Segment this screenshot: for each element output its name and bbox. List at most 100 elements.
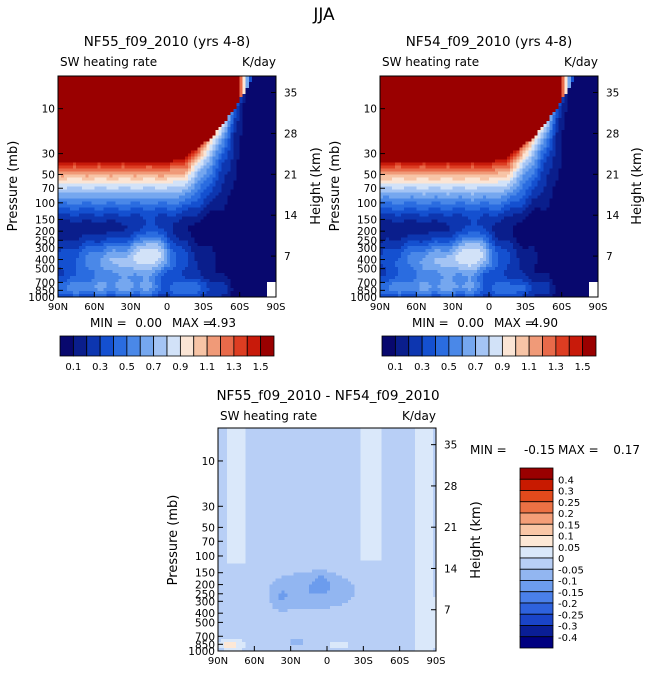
y-axis-right-title: Height (km): [469, 501, 484, 578]
colorbar-label: 0.4: [558, 475, 574, 486]
units-label: K/day: [402, 409, 436, 423]
y-axis-title: Pressure (mb): [6, 141, 21, 232]
colorbar-swatch: [519, 625, 554, 638]
colorbar-swatch: [519, 602, 554, 615]
colorbar-swatch: [126, 335, 141, 357]
y-right-tick-label: 14: [284, 210, 298, 222]
colorbar-label: 0.2: [558, 509, 574, 520]
panel-title: NF55_f09_2010 - NF54_f09_2010: [216, 388, 439, 404]
colorbar-swatch: [519, 478, 554, 491]
y-tick-label: 100: [35, 198, 55, 210]
colorbar-swatch: [475, 335, 490, 357]
colorbar-label: 0.5: [119, 362, 135, 373]
y-tick-label: 500: [195, 617, 215, 629]
y-tick-label: 300: [195, 596, 215, 608]
colorbar-label: -0.05: [558, 565, 584, 576]
colorbar-swatch: [519, 557, 554, 570]
colorbar-swatch: [519, 580, 554, 593]
colorbar-swatch: [394, 335, 410, 357]
colorbar-swatch: [519, 501, 554, 514]
stat-min-label: MIN =: [470, 443, 507, 457]
x-axis: 90N 60N 30N 0 30S 60S 90S: [370, 292, 608, 313]
colorbar-swatch: [193, 335, 208, 357]
colorbar-label: 0.15: [558, 520, 580, 531]
colorbar-swatch: [59, 335, 74, 357]
stat-max-value: 0.17: [613, 443, 640, 457]
colorbar-swatch: [519, 490, 554, 503]
colorbar: 0.1 0.3 0.5 0.7 0.9 1.1 1.3 1.5: [381, 335, 597, 373]
x-tick-label: 90N: [48, 302, 68, 313]
panel-difference: NF55_f09_2010 - NF54_f09_2010 SW heating…: [166, 388, 640, 667]
colorbar-swatch: [99, 335, 114, 357]
colorbar-swatch: [448, 335, 463, 357]
y-right-tick-label: 21: [284, 169, 297, 181]
y-right-tick-label: 28: [444, 481, 457, 493]
colorbar-label: 1.3: [548, 362, 564, 373]
stat-max-label: MAX =: [558, 443, 599, 457]
colorbar-swatch: [519, 591, 554, 604]
colorbar-label: 1.5: [575, 362, 591, 373]
colorbar-swatch: [519, 467, 554, 480]
stat-max-label: MAX =: [494, 316, 535, 330]
y-tick-label: 1000: [188, 646, 215, 658]
y-tick-label: 200: [35, 226, 55, 238]
colorbar-swatch: [139, 335, 155, 357]
y-tick-label: 250: [195, 589, 215, 601]
colorbar-swatch: [568, 335, 584, 357]
y-right-tick-label: 7: [606, 251, 613, 263]
panel-nf54: NF54_f09_2010 (yrs 4-8) SW heating rate …: [328, 34, 645, 373]
colorbar-label: -0.15: [558, 588, 584, 599]
stat-min-value: -0.15: [524, 443, 555, 457]
colorbar-swatch: [246, 335, 262, 357]
y-tick-label: 1000: [350, 292, 377, 304]
y-tick-label: 70: [42, 183, 55, 195]
y-tick-label: 10: [42, 104, 55, 116]
y-right-tick-label: 21: [606, 169, 619, 181]
colorbar-label: 0.1: [65, 362, 81, 373]
y-axis-title: Pressure (mb): [328, 141, 343, 232]
heatmap-field: [380, 76, 599, 298]
stat-max-value: 4.90: [531, 316, 558, 330]
colorbar-swatch: [153, 335, 168, 357]
panel-title: NF55_f09_2010 (yrs 4-8): [84, 34, 251, 50]
x-tick-label: 60S: [552, 302, 571, 313]
colorbar-swatch: [461, 335, 477, 357]
y-tick-label: 700: [195, 631, 215, 643]
x-tick-label: 0: [164, 302, 170, 313]
y-tick-label: 850: [195, 639, 215, 651]
colorbar-swatch: [260, 335, 275, 357]
y-tick-label: 250: [357, 235, 377, 247]
stat-min-label: MIN =: [90, 316, 127, 330]
y-tick-label: 100: [357, 198, 377, 210]
y-tick-label: 700: [357, 277, 377, 289]
y-tick-label: 50: [202, 522, 215, 534]
colorbar-swatch: [555, 335, 570, 357]
colorbar-swatch: [421, 335, 436, 357]
y-right-tick-label: 14: [606, 210, 620, 222]
colorbar-label: 1.3: [226, 362, 242, 373]
y-tick-label: 300: [35, 243, 55, 255]
x-tick-label: 30N: [281, 656, 301, 667]
x-tick-label: 30S: [354, 656, 373, 667]
stat-max-value: 4.93: [209, 316, 236, 330]
y-tick-label: 50: [364, 169, 377, 181]
colorbar-swatch: [220, 335, 235, 357]
y-tick-label: 10: [364, 104, 377, 116]
colorbar-swatch: [519, 636, 554, 649]
colorbar-label: -0.4: [558, 633, 578, 644]
y-axis-right: 35 28 21 14 7: [431, 440, 458, 617]
x-tick-label: 60S: [390, 656, 409, 667]
colorbar-label: 1.5: [253, 362, 269, 373]
colorbar-label: 0.05: [558, 543, 580, 554]
colorbar-swatch: [166, 335, 181, 357]
y-axis-right-title: Height (km): [630, 147, 645, 224]
colorbar-label: 0.5: [441, 362, 457, 373]
stat-min-value: 0.00: [457, 316, 484, 330]
colorbar-swatch: [501, 335, 517, 357]
x-tick-label: 60N: [406, 302, 426, 313]
x-tick-label: 30S: [194, 302, 213, 313]
x-tick-label: 60N: [244, 656, 264, 667]
colorbar-label: -0.2: [558, 599, 578, 610]
x-axis: 90N 60N 30N 0 30S 60S 90S: [48, 292, 286, 313]
